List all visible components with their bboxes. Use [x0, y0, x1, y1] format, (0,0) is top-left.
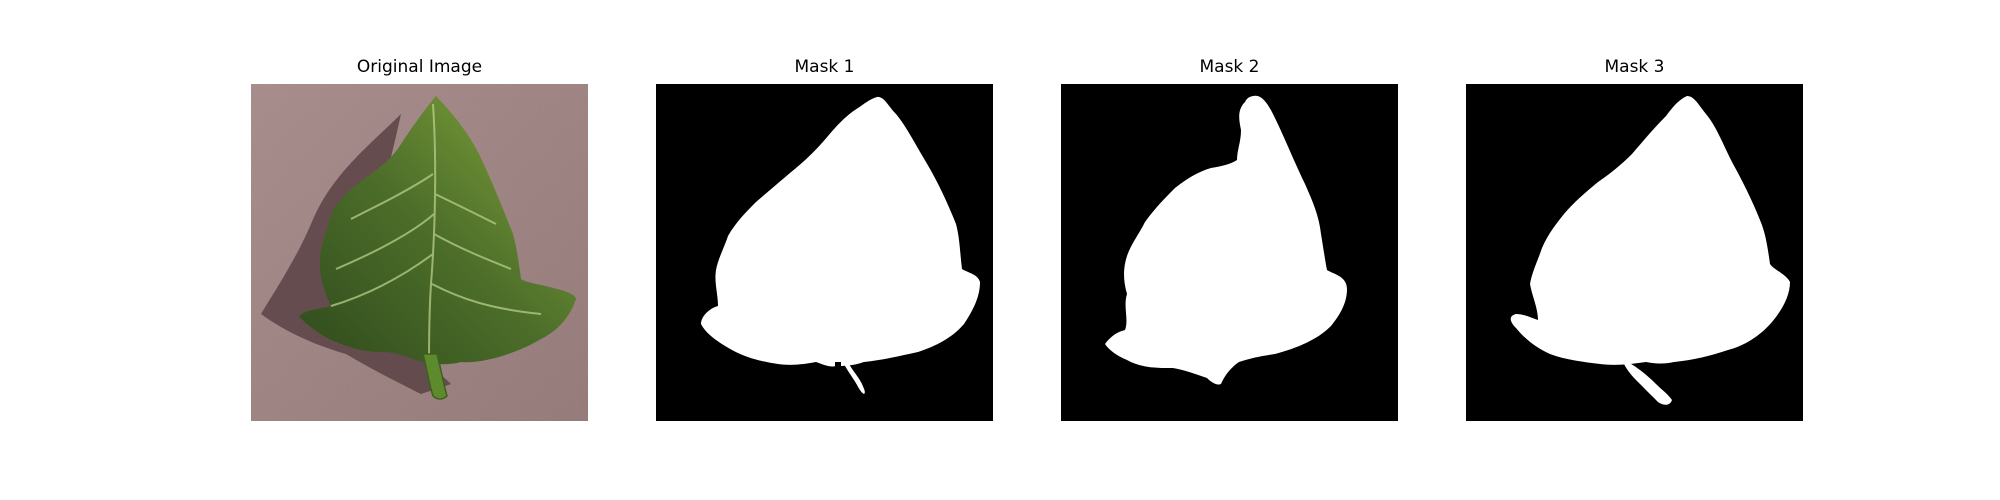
mask-1-image	[656, 84, 993, 421]
mask-2-panel: Mask 2	[1061, 57, 1398, 421]
mask-3-image	[1466, 84, 1803, 421]
leaf	[299, 96, 576, 365]
mask-3-title: Mask 3	[1604, 57, 1665, 77]
mask-1-title: Mask 1	[794, 57, 855, 77]
original-image	[251, 84, 588, 421]
mask-2-image	[1061, 84, 1398, 421]
mask-2-region	[1105, 95, 1347, 385]
leaf-veins	[330, 103, 542, 365]
original-image-title: Original Image	[356, 57, 483, 77]
mask-3-panel: Mask 3	[1466, 57, 1803, 421]
mask-2-title: Mask 2	[1199, 57, 1260, 77]
mask-3-region	[1510, 96, 1790, 365]
original-image-panel: Original Image	[251, 57, 588, 421]
mask-1-region	[701, 96, 980, 367]
mask-1-panel: Mask 1	[656, 57, 993, 421]
leaf-stem	[422, 353, 448, 400]
